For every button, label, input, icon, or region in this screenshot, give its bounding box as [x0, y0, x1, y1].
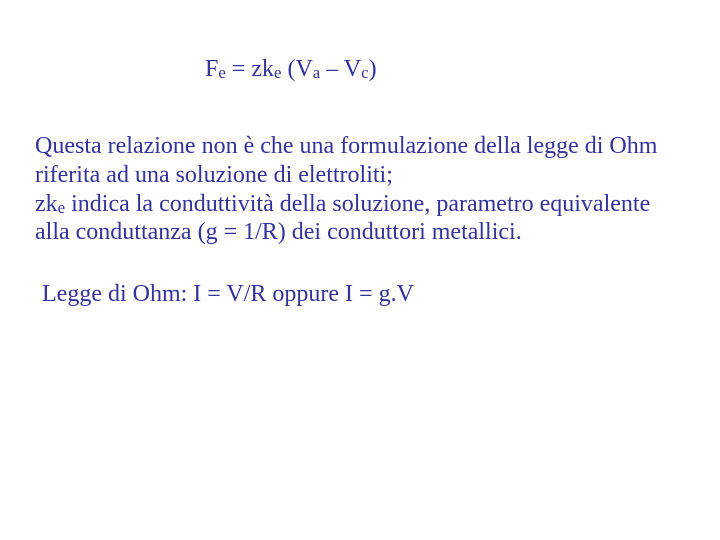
slide: Fe = zke (Va – Vc) Questa relazione non …	[0, 0, 720, 540]
formula-line: Fe = zke (Va – Vc)	[205, 56, 377, 83]
p1-line2: riferita ad una soluzione di elettroliti…	[35, 162, 393, 188]
paragraph-1: Questa relazione non è che una formulazi…	[35, 132, 695, 247]
formula-eq: = zk	[226, 56, 274, 82]
formula-open: (V	[281, 56, 312, 82]
paragraph-2: Legge di Ohm: I = V/R oppure I = g.V	[42, 280, 702, 309]
formula-F: F	[205, 56, 218, 82]
formula-Vc-sub: c	[361, 63, 368, 82]
formula-F-sub: e	[218, 63, 225, 82]
formula-close: )	[369, 56, 377, 82]
formula-k-sub: e	[274, 63, 281, 82]
p2-line1: Legge di Ohm: I = V/R oppure I = g.V	[42, 281, 414, 307]
p1-line3-sub: e	[58, 198, 65, 217]
formula-Va-sub: a	[313, 63, 320, 82]
formula-mid: – V	[320, 56, 361, 82]
p1-line3-post: indica la conduttività della soluzione, …	[65, 191, 650, 217]
p1-line4: alla conduttanza (g = 1/R) dei conduttor…	[35, 219, 522, 245]
p1-line3-pre: zk	[35, 191, 58, 217]
p1-line1: Questa relazione non è che una formulazi…	[35, 133, 657, 159]
